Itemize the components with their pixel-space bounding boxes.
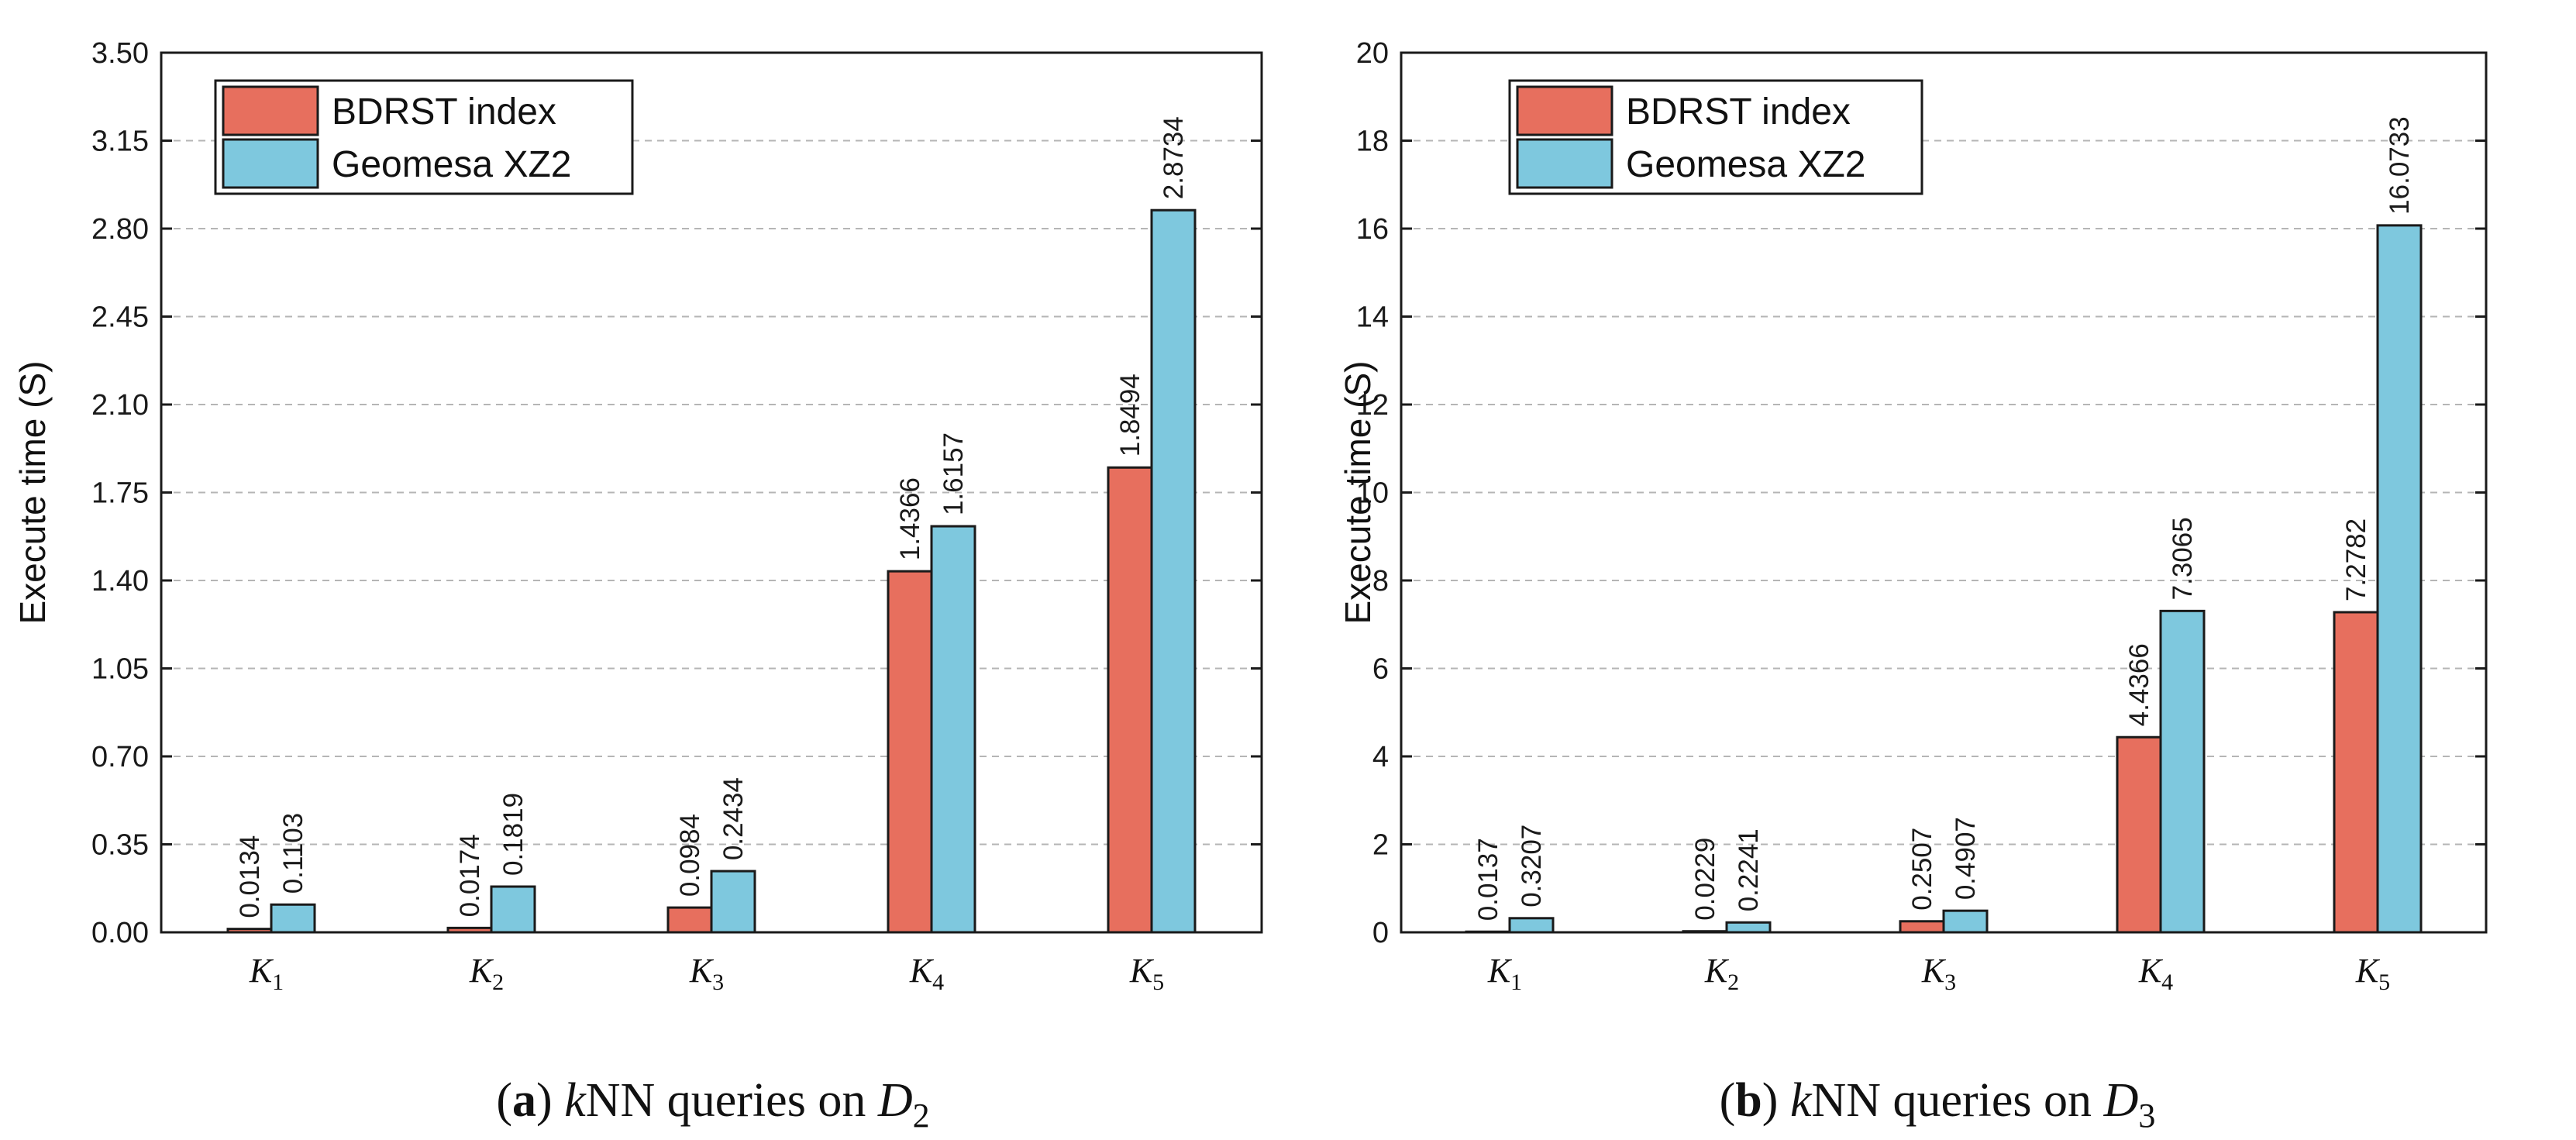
panel-a-ytick-label: 1.40 [91, 565, 149, 598]
panel-a-ytick-label: 2.45 [91, 301, 149, 334]
panel-b-ytick-label: 8 [1372, 565, 1389, 598]
panel-b-caption: (b) kNN queries on D3 [1720, 1074, 2156, 1135]
panel-a-ytick-label: 0.70 [91, 741, 149, 773]
panel-a-bar-geomesa-k1 [270, 903, 316, 934]
panel-a-ytick-label: 0.00 [91, 917, 149, 949]
panel-b-legend-swatch-bdrst [1516, 85, 1613, 136]
panel-b-ytick-label: 14 [1356, 301, 1389, 334]
panel-a-data-label: 0.0174 [455, 834, 485, 917]
panel-a-ytick-label: 1.75 [91, 477, 149, 510]
panel-a-bar-geomesa-k2 [490, 885, 536, 934]
panel-a-ytick-label: 1.05 [91, 653, 149, 686]
panel-b-category-label: K4 [2138, 952, 2173, 995]
panel-a-bar-bdrst-k3 [666, 906, 713, 934]
panel-b-y-axis-title: Execute time (S) [1338, 361, 1378, 625]
panel-b-bar-bdrst-k4 [2116, 735, 2162, 934]
panel-a-bar-geomesa-k5 [1150, 208, 1197, 934]
panel-a-data-label: 2.8734 [1159, 116, 1189, 199]
panel-a-category-label: K1 [249, 952, 284, 995]
panel-a-data-label: 0.2434 [718, 777, 749, 860]
panel-a-caption: (a) kNN queries on D2 [496, 1074, 929, 1135]
panel-b-ytick-label: 2 [1372, 829, 1389, 862]
panel-a-data-label: 1.4366 [895, 477, 925, 560]
panel-b-data-label: 0.3207 [1517, 825, 1547, 908]
panel-a-data-label: 0.1103 [278, 813, 308, 894]
panel-a-data-label: 1.6157 [938, 432, 969, 515]
panel-b-bar-bdrst-k5 [2333, 611, 2379, 934]
panel-a-bar-geomesa-k4 [930, 525, 976, 934]
panel-b-data-label: 16.0733 [2385, 116, 2415, 215]
panel-a-data-label: 0.0984 [675, 814, 705, 897]
panel-a-data-label: 0.0134 [235, 835, 265, 918]
panel-a-ytick-label: 0.35 [91, 829, 149, 862]
panel-a-legend-label: Geomesa XZ2 [332, 144, 571, 185]
panel-a-chart: 0.00 0.35 0.70 1.05 1.40 1.75 2.10 2.45 2.80 3.15… [12, 37, 1263, 995]
panel-b-ytick-label: 0 [1372, 917, 1389, 949]
panel-b-data-label: 7.3065 [2168, 517, 2198, 600]
panel-a-category-label: K2 [469, 952, 504, 995]
panel-b-ytick-label: 16 [1356, 213, 1389, 246]
panel-a-ytick-label: 3.50 [91, 37, 149, 70]
panel-b-ytick-label: 10 [1356, 477, 1389, 510]
panel-a-ytick-label: 3.15 [91, 126, 149, 158]
panel-b-legend-swatch-geomesa [1516, 138, 1613, 189]
panel-b-chart: 0 2 4 6 8 10 12 14 16 18 20 Execute time (S) 0.0137 0… [1338, 37, 2488, 995]
panel-b-bar-geomesa-k2 [1725, 921, 1772, 934]
panel-b-legend: BDRST index Geomesa XZ2 [1508, 79, 1923, 195]
panel-b-category-label: K1 [1487, 952, 1522, 995]
panel-b-data-label: 0.0137 [1473, 838, 1503, 921]
panel-b-data-label: 0.2507 [1907, 828, 1937, 911]
panel-b-category-label: K2 [1704, 952, 1739, 995]
panel-b-ytick-label: 6 [1372, 653, 1389, 686]
panel-b-ytick-label: 20 [1356, 37, 1389, 70]
panel-b-bar-geomesa-k5 [2376, 224, 2423, 934]
panel-a-data-label: 0.1819 [498, 793, 529, 876]
panel-a-category-label: K5 [1129, 952, 1164, 995]
panel-a-legend: BDRST index Geomesa XZ2 [214, 79, 634, 195]
panel-a-plot-frame [160, 51, 1263, 934]
panel-a-ytick-label: 2.10 [91, 389, 149, 422]
panel-b-ytick-label: 18 [1356, 126, 1389, 158]
panel-b-data-label: 4.4366 [2124, 643, 2154, 726]
panel-b-category-label: K3 [1921, 952, 1956, 995]
panel-a-y-axis-title: Execute time (S) [12, 361, 53, 625]
panel-b-legend-label: BDRST index [1626, 91, 1851, 133]
panel-a-category-label: K3 [689, 952, 724, 995]
panel-b-category-label: K5 [2355, 952, 2390, 995]
panel-b-ytick-label: 12 [1356, 389, 1389, 422]
panel-b-bar-geomesa-k3 [1942, 909, 1989, 934]
panel-b-ytick-label: 4 [1372, 741, 1389, 773]
panel-b-data-label: 0.0229 [1690, 838, 1720, 921]
panel-b-plot-frame [1400, 51, 2488, 934]
panel-a-data-label: 1.8494 [1115, 374, 1145, 456]
panel-b-legend-label: Geomesa XZ2 [1626, 144, 1865, 185]
panel-a-bar-bdrst-k4 [887, 570, 933, 934]
panel-a-bar-geomesa-k3 [710, 870, 756, 934]
panel-b-bar-geomesa-k1 [1508, 917, 1555, 934]
panel-b-bar-geomesa-k4 [2159, 609, 2206, 934]
panel-b-data-label: 0.4907 [1951, 817, 1981, 900]
panel-a-legend-swatch-bdrst [222, 85, 319, 136]
panel-a-category-label: K4 [909, 952, 944, 995]
panel-b-bar-bdrst-k3 [1899, 920, 1945, 934]
panel-a-ytick-label: 2.80 [91, 213, 149, 246]
panel-b-data-label: 7.2782 [2341, 518, 2371, 601]
panel-a-legend-swatch-geomesa [222, 138, 319, 189]
panel-a-bar-bdrst-k5 [1107, 466, 1153, 934]
panel-a-legend-label: BDRST index [332, 91, 556, 133]
panel-b-data-label: 0.2241 [1734, 828, 1764, 911]
